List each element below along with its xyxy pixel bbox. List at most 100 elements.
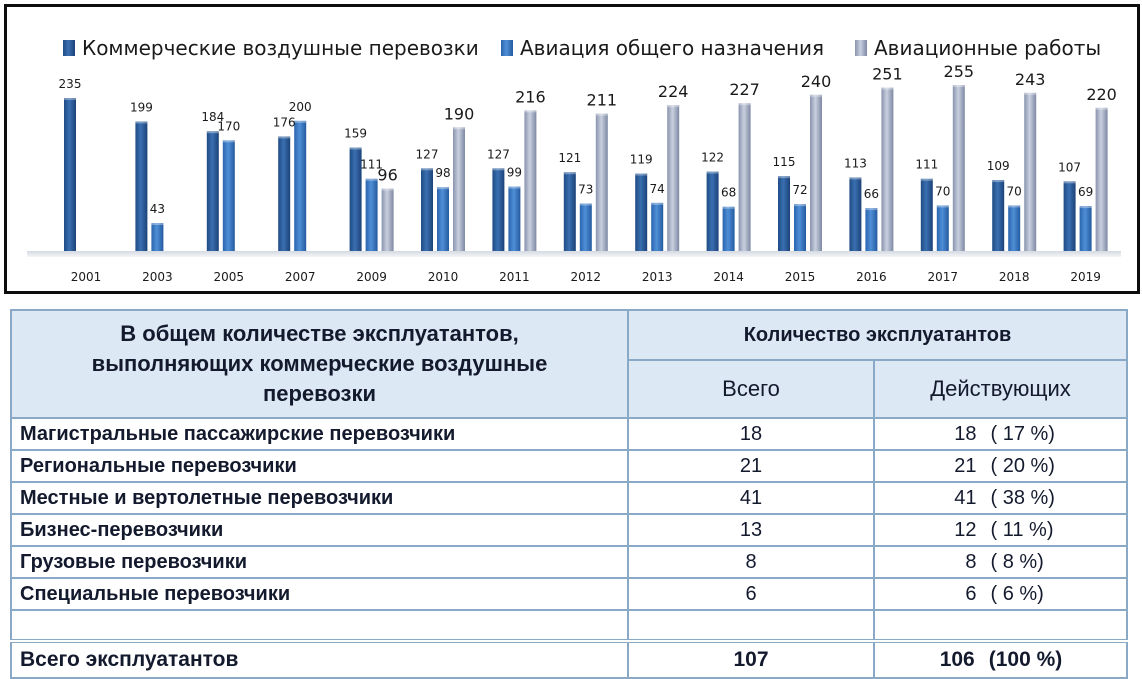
bar-cap-general-aviation-2010 — [437, 187, 449, 190]
table-header-count: Количество эксплуатантов — [626, 309, 1129, 361]
bar-cap-commercial-2014 — [706, 171, 719, 174]
row-active: 18 ( 17 %) — [872, 417, 1129, 451]
header-line-3: перевозки — [262, 381, 377, 406]
row-active-count: 12 — [954, 518, 977, 541]
data-label-aerial-work-2019: 220 — [1086, 85, 1117, 104]
bar-cap-general-aviation-2018 — [1008, 205, 1021, 208]
table-row: Магистральные пассажирские перевозчики 1… — [10, 417, 1129, 451]
row-active-pct: ( 6 %) — [990, 582, 1044, 605]
bar-commercial-2019 — [1063, 181, 1076, 251]
x-tick-2010: 2010 — [428, 270, 459, 284]
data-label-general-aviation-2010: 98 — [435, 166, 450, 180]
data-label-commercial-2011: 127 — [487, 147, 510, 161]
bar-aerial-work-2017 — [952, 85, 965, 251]
row-active-pct: ( 38 %) — [990, 486, 1055, 509]
x-tick-2018: 2018 — [999, 270, 1030, 284]
bar-cap-commercial-2001 — [64, 98, 76, 101]
data-label-aerial-work-2012: 211 — [587, 91, 618, 110]
bar-cap-general-aviation-2014 — [722, 206, 735, 209]
data-label-aerial-work-2010: 190 — [444, 104, 475, 123]
row-active-pct: ( 8 %) — [990, 550, 1044, 573]
data-label-commercial-2003: 199 — [130, 100, 153, 114]
data-label-general-aviation-2013: 74 — [650, 182, 665, 196]
x-tick-2007: 2007 — [285, 270, 316, 284]
row-label: Грузовые перевозчики — [10, 545, 629, 579]
bar-cap-commercial-2003 — [135, 121, 148, 124]
bar-cap-aerial-work-2010 — [453, 127, 465, 130]
bar-aerial-work-2011 — [524, 110, 537, 251]
data-label-general-aviation-2007: 200 — [289, 100, 312, 114]
bar-aerial-work-2012 — [595, 113, 608, 252]
table-row: Бизнес-перевозчики 13 12 ( 11 %) — [10, 513, 1129, 547]
data-label-aerial-work-2015: 240 — [801, 72, 832, 91]
bar-commercial-2010 — [421, 168, 433, 251]
bar-general-aviation-2019 — [1079, 206, 1092, 251]
row-active-pct: ( 11 %) — [990, 518, 1054, 541]
x-tick-2014: 2014 — [713, 270, 744, 284]
row-active: 21 ( 20 %) — [872, 449, 1129, 483]
bar-cap-commercial-2016 — [849, 177, 862, 180]
bar-cap-general-aviation-2019 — [1079, 206, 1092, 209]
total-label: Всего эксплуатантов — [10, 639, 629, 679]
data-label-aerial-work-2016: 251 — [872, 65, 903, 84]
total-count: 107 — [627, 639, 875, 679]
bar-aerial-work-2018 — [1024, 92, 1037, 251]
data-label-commercial-2017: 111 — [915, 158, 938, 172]
row-label: Бизнес-перевозчики — [10, 513, 629, 547]
bar-general-aviation-2005 — [222, 140, 235, 251]
legend-label-general-aviation: Авиация общего назначения — [520, 36, 824, 60]
x-tick-2001: 2001 — [71, 270, 102, 284]
operators-table: В общем количестве эксплуатантов, выполн… — [10, 309, 1129, 679]
row-active-pct: ( 17 %) — [990, 422, 1055, 445]
bar-cap-commercial-2010 — [421, 168, 433, 171]
data-label-general-aviation-2014: 68 — [721, 186, 736, 200]
data-label-aerial-work-2017: 255 — [944, 62, 975, 81]
bar-general-aviation-2015 — [794, 204, 806, 251]
bar-commercial-2009 — [349, 147, 362, 251]
data-label-general-aviation-2017: 70 — [935, 184, 950, 198]
row-active: 12 ( 11 %) — [872, 513, 1129, 547]
bar-commercial-2012 — [563, 172, 576, 251]
chart-floor — [27, 251, 1121, 257]
table-row: Региональные перевозчики 21 21 ( 20 %) — [10, 449, 1129, 483]
bar-general-aviation-2018 — [1008, 205, 1021, 251]
x-tick-2017: 2017 — [928, 270, 959, 284]
bar-cap-commercial-2013 — [635, 173, 648, 176]
data-label-general-aviation-2019: 69 — [1078, 185, 1093, 199]
operators-table-container: В общем количестве эксплуатантов, выполн… — [10, 309, 1129, 679]
bar-general-aviation-2013 — [651, 202, 664, 251]
data-label-aerial-work-2011: 216 — [515, 87, 546, 106]
bar-cap-general-aviation-2003 — [151, 223, 164, 226]
bar-general-aviation-2017 — [936, 205, 949, 251]
data-label-aerial-work-2009: 96 — [377, 166, 397, 185]
bar-aerial-work-2016 — [881, 87, 894, 252]
row-total: 18 — [627, 417, 875, 451]
data-label-general-aviation-2005: 170 — [217, 119, 240, 133]
bar-commercial-2016 — [849, 177, 862, 251]
bar-cap-general-aviation-2005 — [222, 140, 235, 143]
bar-commercial-2011 — [492, 168, 505, 251]
data-label-commercial-2010: 127 — [416, 147, 439, 161]
chart-legend: Коммерческие воздушные перевозки Авиация … — [63, 36, 1101, 60]
row-active-count: 41 — [954, 486, 977, 509]
row-active-pct: ( 20 %) — [990, 454, 1055, 477]
total-active-count: 106 — [939, 648, 975, 671]
row-active-count: 6 — [965, 582, 977, 605]
row-total: 13 — [627, 513, 875, 547]
bar-aerial-work-2009 — [381, 188, 394, 251]
bar-commercial-2014 — [706, 171, 719, 251]
bar-cap-aerial-work-2012 — [595, 113, 608, 116]
header-line-2: выполняющих коммерческие воздушные — [91, 351, 548, 376]
table-row: Грузовые перевозчики 8 8 ( 8 %) — [10, 545, 1129, 579]
row-active: 6 ( 6 %) — [872, 577, 1129, 611]
data-label-general-aviation-2016: 66 — [864, 187, 879, 201]
bar-general-aviation-2012 — [579, 203, 592, 251]
table-total-row: Всего эксплуатантов 107 106 (100 %) — [10, 639, 1129, 679]
bar-cap-aerial-work-2013 — [667, 105, 680, 108]
row-label: Местные и вертолетные перевозчики — [10, 481, 629, 515]
bar-general-aviation-2011 — [508, 186, 521, 251]
data-label-general-aviation-2003: 43 — [150, 202, 165, 216]
bar-general-aviation-2010 — [437, 187, 449, 251]
data-label-general-aviation-2009: 111 — [360, 158, 383, 172]
legend-label-commercial: Коммерческие воздушные перевозки — [82, 36, 479, 60]
